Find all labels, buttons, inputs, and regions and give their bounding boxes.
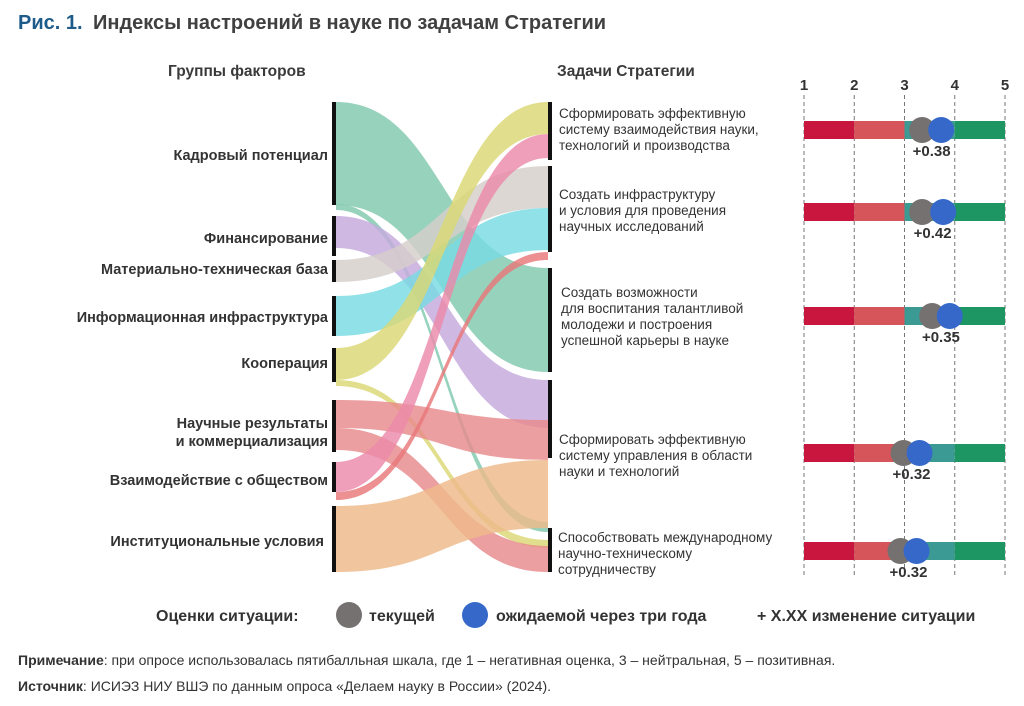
sankey-flow: [336, 134, 548, 492]
scale-segment: [804, 542, 855, 560]
sankey-flow: [336, 208, 548, 336]
figure-title: Рис. 1. Индексы настроений в науке по за…: [18, 12, 606, 34]
scale-segment: [954, 542, 1005, 560]
factor-label: Кооперация: [241, 356, 328, 372]
delta-label: +0.35: [922, 329, 960, 346]
sankey-flow: [336, 204, 548, 532]
sankey-flow: [336, 102, 548, 380]
note-label: Примечание: [18, 652, 104, 668]
sankey-flow: [336, 460, 548, 572]
factor-node-bar: [332, 400, 336, 452]
legend-current-label: текущей: [369, 608, 435, 625]
source: Источник: ИСИЭЗ НИУ ВШЭ по данным опроса…: [18, 678, 551, 694]
current-score-dot: [909, 199, 936, 225]
task-label: Создать возможности для воспитания талан…: [561, 285, 747, 348]
task-node-bar: [548, 268, 552, 372]
legend-title: Оценки ситуации:: [156, 608, 299, 625]
source-label: Источник: [18, 678, 83, 694]
factor-label: Финансирование: [204, 231, 328, 247]
delta-label: +0.32: [890, 564, 928, 581]
factor-label-line2: и коммерциализация: [176, 434, 328, 450]
factor-node-bar: [332, 102, 336, 205]
factor-node-bar: [332, 348, 336, 382]
factor-node-bar: [332, 506, 336, 572]
task-node-bar: [548, 380, 552, 458]
delta-label: +0.32: [893, 466, 931, 483]
task-labels: Сформировать эффективную систему взаимод…: [558, 106, 776, 577]
task-label: Создать инфраструктуру и условия для про…: [559, 187, 730, 234]
axis-tick-label: 2: [850, 77, 858, 94]
expected-score-dot: [906, 440, 933, 466]
task-node-bar: [548, 166, 552, 252]
factor-node-bar: [332, 216, 336, 256]
scale-segment: [854, 203, 905, 221]
factor-node-bar: [332, 462, 336, 492]
legend-change-label: + X.XX изменение ситуации: [757, 608, 975, 625]
scale-segment: [804, 444, 855, 462]
axis-tick-label: 5: [1001, 77, 1009, 94]
sankey-flow: [336, 252, 548, 500]
tasks-header: Задачи Стратегии: [557, 63, 695, 80]
factor-node-bar: [332, 260, 336, 282]
note: Примечание: при опросе использовалась пя…: [18, 652, 835, 668]
delta-label: +0.38: [913, 143, 951, 160]
factor-label: Взаимодействие с обществом: [110, 473, 328, 489]
scale-segment: [954, 307, 1005, 325]
factor-label: Институциональные условия: [110, 534, 324, 550]
expected-score-dot: [903, 538, 930, 564]
scale-segment: [854, 307, 905, 325]
current-score-dot: [909, 117, 936, 143]
legend-expected-marker: [462, 602, 488, 628]
scale-segment: [954, 444, 1005, 462]
sankey-nodes: [332, 102, 552, 572]
sankey-flows: [336, 102, 548, 572]
factor-label: Информационная инфраструктура: [77, 310, 329, 326]
factor-label: Кадровый потенциал: [173, 148, 328, 164]
factor-node-bar: [332, 296, 336, 336]
sankey-flow: [336, 380, 548, 548]
axis-tick-label: 1: [800, 77, 808, 94]
legend: Оценки ситуации: текущей ожидаемой через…: [156, 602, 975, 628]
factors-header: Группы факторов: [168, 63, 306, 80]
legend-expected-label: ожидаемой через три года: [496, 608, 706, 625]
task-node-bar: [548, 102, 552, 160]
axis-tick-label: 3: [900, 77, 908, 94]
factor-labels: Кадровый потенциал Финансирование Матери…: [77, 148, 329, 550]
expected-score-dot: [928, 117, 955, 143]
task-label: Способствовать международному научно-тех…: [558, 530, 776, 577]
task-label: Сформировать эффективную систему управле…: [559, 432, 756, 479]
expected-score-dot: [930, 199, 957, 225]
expected-score-dot: [936, 303, 963, 329]
task-node-bar: [548, 528, 552, 572]
sankey-flow: [336, 400, 548, 460]
factor-label: Научные результаты: [177, 416, 328, 432]
factor-label: Материально-техническая база: [101, 262, 329, 278]
task-label: Сформировать эффективную систему взаимод…: [559, 106, 762, 153]
scale-segment: [954, 121, 1005, 139]
scale-segment: [954, 203, 1005, 221]
sankey-flow: [336, 166, 548, 282]
axis-tick-label: 4: [951, 77, 960, 94]
delta-label: +0.42: [914, 225, 952, 242]
scale-segment: [804, 121, 855, 139]
scale-segment: [804, 307, 855, 325]
scale-segment: [854, 121, 905, 139]
source-text: : ИСИЭЗ НИУ ВШЭ по данным опроса «Делаем…: [82, 678, 552, 694]
scale-segment: [804, 203, 855, 221]
note-text: : при опросе использовалась пятибалльная…: [103, 652, 836, 668]
dot-chart: 1 2 3 4 5 +0.38 +0.42 +0.35 +0.32 +0.32: [800, 77, 1009, 581]
legend-current-marker: [336, 602, 362, 628]
